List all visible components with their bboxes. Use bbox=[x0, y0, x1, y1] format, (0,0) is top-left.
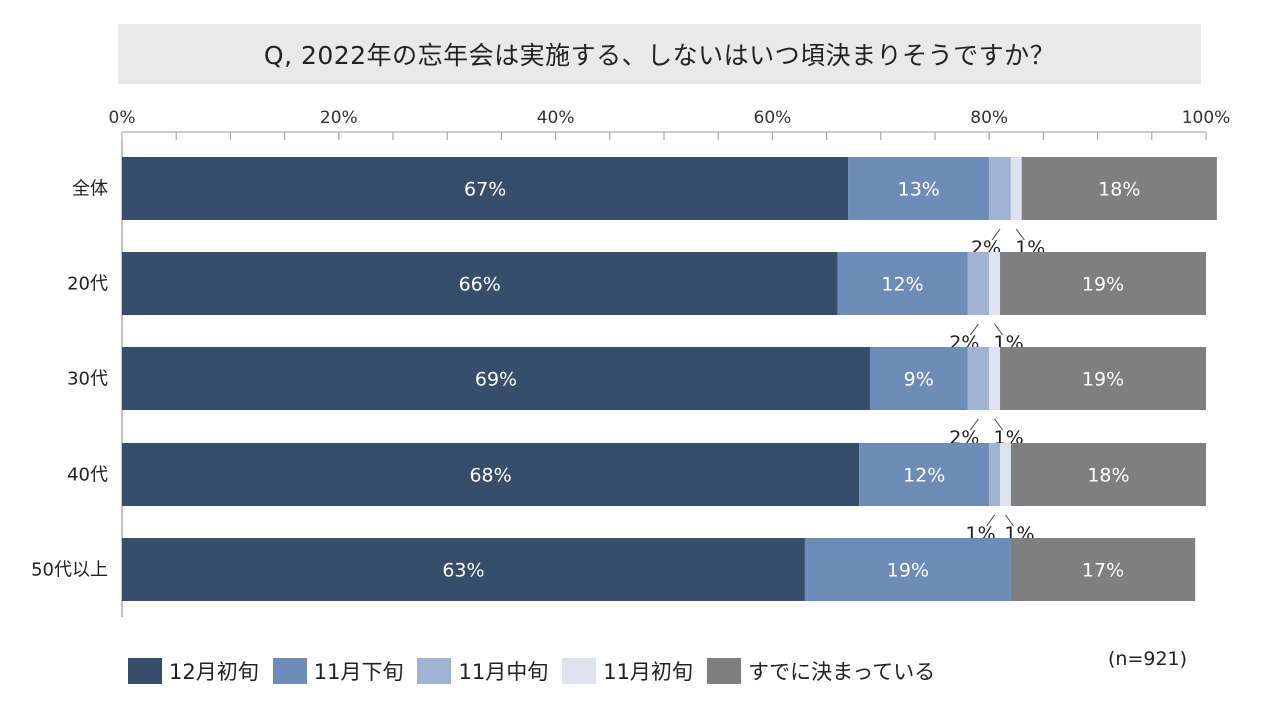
category-label: 全体 bbox=[72, 179, 108, 200]
bar-segment bbox=[869, 347, 968, 410]
data-label: 63% bbox=[442, 560, 484, 582]
legend-swatch bbox=[272, 658, 307, 684]
legend-item-11-mid: 11月中旬 bbox=[417, 656, 548, 686]
legend-label: 11月中旬 bbox=[458, 660, 549, 684]
legend-label: 12月初旬 bbox=[169, 660, 259, 684]
bar-segment bbox=[122, 538, 805, 601]
category-label: 30代 bbox=[67, 369, 108, 390]
data-label: 13% bbox=[898, 179, 940, 201]
legend-item-11-early: 11月初旬 bbox=[562, 656, 693, 686]
bar-segment bbox=[989, 347, 1001, 410]
x-tick-label: 80% bbox=[970, 108, 1008, 128]
data-label: 12% bbox=[881, 274, 923, 296]
data-label: 67% bbox=[464, 179, 506, 201]
bar-segment bbox=[1021, 157, 1217, 220]
bar-segment bbox=[837, 252, 968, 315]
legend-item-decided: すでに決まっている bbox=[706, 656, 936, 686]
x-tick-label: 40% bbox=[537, 108, 575, 128]
data-label: 19% bbox=[1082, 274, 1124, 296]
legend-item-11-late: 11月下旬 bbox=[272, 656, 404, 686]
bar-segment bbox=[989, 443, 1001, 506]
data-label: 17% bbox=[1082, 560, 1124, 582]
callout-line bbox=[986, 514, 996, 527]
category-label: 20代 bbox=[67, 274, 108, 295]
data-label: 12% bbox=[903, 465, 945, 487]
bar-segment bbox=[1000, 252, 1206, 315]
callout-line bbox=[969, 323, 979, 336]
bar-segment bbox=[1010, 443, 1206, 506]
bar-segment bbox=[122, 347, 870, 410]
bar-segment bbox=[989, 157, 1011, 220]
callout-line bbox=[1015, 228, 1025, 241]
bar-segment bbox=[967, 252, 990, 315]
chart-title: Q, 2022年の忘年会は実施する、しないはいつ頃決まりそうですか？ bbox=[118, 24, 1201, 84]
bar-segment bbox=[1000, 347, 1206, 410]
legend-label: 11月初旬 bbox=[603, 660, 693, 684]
legend-swatch bbox=[562, 658, 597, 684]
data-label: 19% bbox=[887, 560, 929, 582]
bar-segment bbox=[989, 252, 1001, 315]
callout-line bbox=[994, 418, 1004, 431]
data-label: 66% bbox=[459, 274, 501, 296]
category-label: 50代以上 bbox=[31, 560, 108, 581]
bar-segment bbox=[122, 443, 860, 506]
callout-line bbox=[994, 323, 1004, 336]
legend: 12月初旬 11月下旬 11月中旬 11月初旬 すでに決まっている bbox=[128, 656, 949, 686]
x-tick-label: 0% bbox=[109, 108, 136, 128]
x-tick-label: 60% bbox=[754, 108, 792, 128]
legend-item-12-early: 12月初旬 bbox=[128, 656, 259, 686]
legend-label: 11月下旬 bbox=[313, 660, 404, 684]
bar-segment bbox=[122, 252, 838, 315]
bar-segment bbox=[1000, 443, 1011, 506]
bar-segment bbox=[967, 347, 990, 410]
bar-segment bbox=[848, 157, 990, 220]
data-label: 9% bbox=[904, 369, 934, 391]
bar-segment bbox=[1010, 538, 1196, 601]
legend-swatch bbox=[128, 658, 162, 684]
data-label: 69% bbox=[475, 369, 517, 391]
data-label: 68% bbox=[469, 465, 511, 487]
bar-segment bbox=[1010, 157, 1022, 220]
callout-line bbox=[1005, 514, 1014, 527]
callout-line bbox=[969, 418, 979, 431]
sample-size-note: (n=921) bbox=[1108, 648, 1188, 670]
data-label: 18% bbox=[1087, 465, 1129, 487]
bar-segment bbox=[804, 538, 1011, 601]
legend-label: すでに決まっている bbox=[747, 660, 936, 684]
x-tick-label: 20% bbox=[320, 108, 358, 128]
category-label: 40代 bbox=[67, 465, 108, 486]
legend-swatch bbox=[417, 658, 452, 684]
bar-segment bbox=[122, 157, 849, 220]
callout-line bbox=[991, 228, 1001, 241]
bar-segment bbox=[859, 443, 990, 506]
data-label: 18% bbox=[1098, 179, 1140, 201]
legend-swatch bbox=[706, 658, 741, 684]
data-label: 19% bbox=[1082, 369, 1124, 391]
x-tick-label: 100% bbox=[1182, 108, 1231, 128]
